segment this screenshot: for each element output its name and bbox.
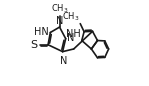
Text: CH$_3$: CH$_3$	[51, 2, 68, 15]
Text: NH: NH	[66, 29, 80, 39]
Text: N: N	[56, 16, 63, 26]
Text: HN: HN	[34, 27, 49, 37]
Text: S: S	[31, 40, 38, 50]
Text: CH$_3$: CH$_3$	[62, 10, 79, 23]
Text: N: N	[67, 33, 75, 43]
Text: N: N	[60, 56, 67, 66]
